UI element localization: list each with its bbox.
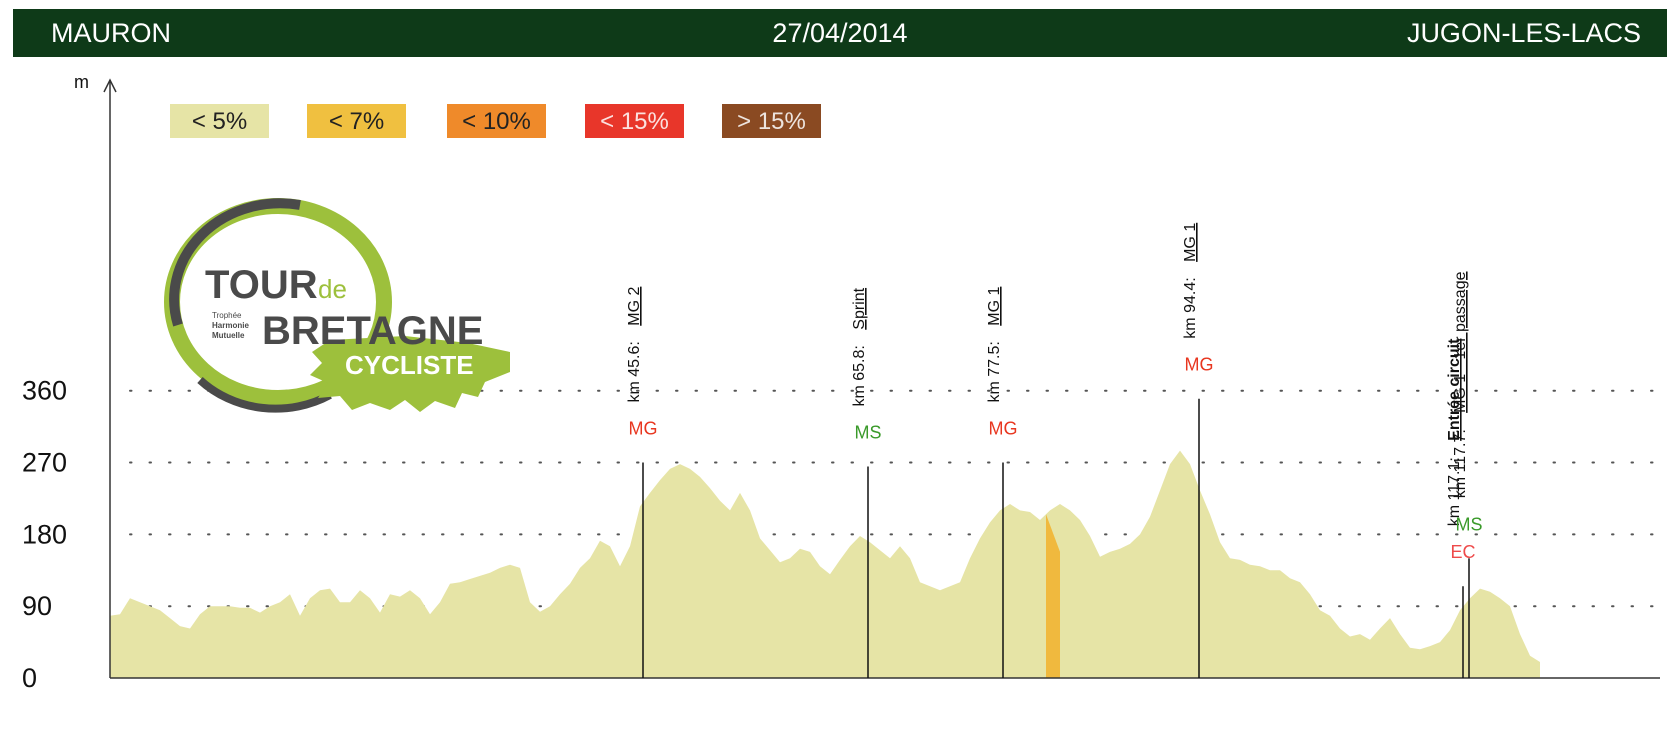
marker-label-group-3: km 94.4: MG 1 — [1182, 223, 1199, 339]
legend-swatch-3 — [585, 104, 684, 138]
legend-label-0: < 5% — [192, 108, 247, 135]
marker-km-2: km 77.5: — [986, 341, 1003, 402]
legend-swatch-2 — [447, 104, 546, 138]
marker-category-0: MG — [629, 419, 658, 439]
steep-segment — [1046, 514, 1060, 678]
marker-category-3: MG — [1185, 355, 1214, 375]
legend-label-3: < 15% — [600, 108, 669, 135]
logo-ring-gray — [169, 198, 301, 327]
y-tick-label-360: 360 — [22, 376, 67, 406]
marker-label-group-5: km 117.7: MG 1 - 1er passage — [1452, 271, 1469, 498]
marker-name-5: MG 1 - 1er passage — [1452, 271, 1469, 413]
y-tick-label-270: 270 — [22, 448, 67, 478]
marker-km-1: km 65.8: — [851, 345, 868, 406]
marker-km-4: km 117.1: — [1446, 457, 1463, 526]
y-tick-label-90: 90 — [22, 591, 52, 621]
logo-sponsor-3: Mutuelle — [212, 331, 245, 340]
logo-ring-gray-bottom — [197, 377, 332, 413]
race-date: 27/04/2014 — [772, 18, 908, 48]
marker-category-4: EC — [1450, 542, 1475, 562]
logo-tour: TOUR — [205, 263, 318, 307]
logo-sponsor-1: Trophée — [212, 311, 242, 320]
profile-area — [110, 450, 1540, 678]
y-axis-unit-label: m — [74, 72, 89, 92]
marker-name-0: MG 2 — [626, 287, 643, 326]
y-tick-label-180: 180 — [22, 519, 67, 549]
marker-km-0: km 45.6: — [626, 341, 643, 402]
finish-town: JUGON-LES-LACS — [1406, 18, 1641, 48]
legend-swatch-0 — [170, 104, 269, 138]
marker-name-3: MG 1 — [1182, 223, 1199, 262]
marker-category-1: MS — [855, 423, 882, 443]
start-town: MAURON — [51, 18, 171, 48]
logo-bretagne: BRETAGNE — [262, 309, 483, 353]
marker-km-3: km 94.4: — [1182, 277, 1199, 338]
marker-name-4: Entrée circuit — [1446, 338, 1463, 441]
marker-label-group-0: km 45.6: MG 2 — [626, 287, 643, 403]
marker-label-group-4: km 117.1: Entrée circuit — [1446, 338, 1463, 526]
header-bar: MAURON 27/04/2014 JUGON-LES-LACS — [13, 9, 1667, 57]
logo-cycliste: CYCLISTE — [345, 350, 474, 380]
logo-de: de — [318, 274, 347, 304]
marker-km-5: km 117.7: — [1452, 429, 1469, 498]
legend-label-2: < 10% — [462, 108, 531, 135]
logo-sponsor-2: Harmonie — [212, 321, 249, 330]
y-tick-label-0: 0 — [22, 663, 37, 693]
marker-category-5: MS — [1456, 514, 1483, 534]
tour-de-bretagne-logo: TOUR de BRETAGNE CYCLISTE Trophée Harmon… — [164, 198, 510, 413]
marker-label-group-1: km 65.8: Sprint — [851, 287, 868, 406]
marker-label-group-2: km 77.5: MG 1 — [986, 287, 1003, 403]
legend-label-4: > 15% — [737, 108, 806, 135]
legend-label-1: < 7% — [329, 108, 384, 135]
marker-name-2: MG 1 — [986, 287, 1003, 326]
marker-name-1: Sprint — [851, 287, 868, 329]
marker-category-2: MG — [989, 419, 1018, 439]
legend-swatch-1 — [307, 104, 406, 138]
y-axis-arrow — [103, 78, 117, 93]
legend-swatch-4 — [722, 104, 821, 138]
logo-brush-stroke — [310, 336, 510, 412]
